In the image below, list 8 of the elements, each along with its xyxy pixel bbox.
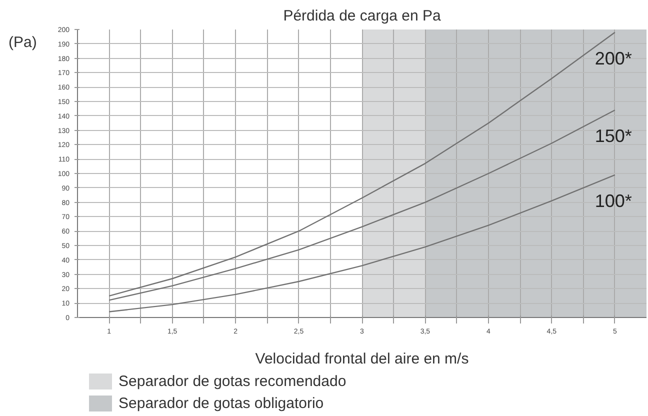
legend-label: Separador de gotas obligatorio: [118, 395, 324, 412]
legend-label: Separador de gotas recomendado: [118, 373, 346, 390]
series-label: 150*: [594, 126, 632, 146]
series-label: 100*: [594, 190, 632, 211]
chart-title: Pérdida de carga en Pa: [283, 8, 442, 24]
x-axis-title: Velocidad frontal del aire en m/s: [255, 350, 469, 368]
y-axis-title: (Pa): [8, 34, 37, 52]
series-label: 200*: [594, 48, 632, 68]
